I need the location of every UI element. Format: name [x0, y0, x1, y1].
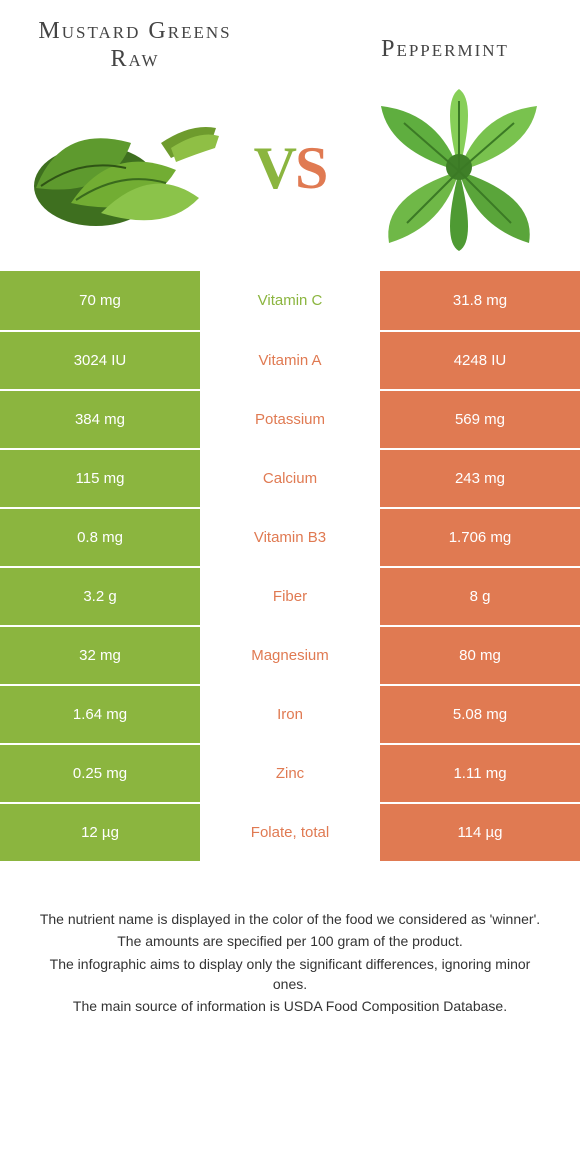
nutrient-label: Vitamin B3	[200, 509, 380, 566]
nutrient-label: Potassium	[200, 391, 380, 448]
left-value: 12 µg	[0, 804, 200, 861]
footer-line: The main source of information is USDA F…	[34, 996, 546, 1016]
left-value: 32 mg	[0, 627, 200, 684]
right-value: 1.706 mg	[380, 509, 580, 566]
left-value: 3024 IU	[0, 332, 200, 389]
nutrient-label: Vitamin C	[200, 271, 380, 330]
nutrient-label: Fiber	[200, 568, 380, 625]
table-row: 70 mgVitamin C31.8 mg	[0, 271, 580, 330]
header: Mustard Greens Raw Peppermint	[0, 0, 580, 73]
table-row: 32 mgMagnesium80 mg	[0, 625, 580, 684]
left-value: 0.25 mg	[0, 745, 200, 802]
nutrient-label: Magnesium	[200, 627, 380, 684]
right-value: 1.11 mg	[380, 745, 580, 802]
left-value: 3.2 g	[0, 568, 200, 625]
right-value: 243 mg	[380, 450, 580, 507]
left-food-title: Mustard Greens Raw	[20, 18, 250, 73]
right-value: 114 µg	[380, 804, 580, 861]
right-food-image	[354, 83, 564, 253]
mustard-greens-icon	[16, 83, 226, 253]
right-value: 31.8 mg	[380, 271, 580, 330]
right-value: 5.08 mg	[380, 686, 580, 743]
nutrient-label: Zinc	[200, 745, 380, 802]
vs-v: V	[254, 135, 295, 201]
footer-line: The amounts are specified per 100 gram o…	[34, 931, 546, 951]
table-row: 12 µgFolate, total114 µg	[0, 802, 580, 861]
nutrient-label: Vitamin A	[200, 332, 380, 389]
table-row: 0.25 mgZinc1.11 mg	[0, 743, 580, 802]
right-value: 8 g	[380, 568, 580, 625]
left-value: 70 mg	[0, 271, 200, 330]
table-row: 3024 IUVitamin A4248 IU	[0, 330, 580, 389]
table-row: 0.8 mgVitamin B31.706 mg	[0, 507, 580, 566]
table-row: 3.2 gFiber8 g	[0, 566, 580, 625]
left-value: 384 mg	[0, 391, 200, 448]
table-row: 384 mgPotassium569 mg	[0, 389, 580, 448]
left-value: 115 mg	[0, 450, 200, 507]
table-row: 1.64 mgIron5.08 mg	[0, 684, 580, 743]
left-value: 1.64 mg	[0, 686, 200, 743]
footer-notes: The nutrient name is displayed in the co…	[0, 861, 580, 1016]
left-value: 0.8 mg	[0, 509, 200, 566]
hero-row: VS	[0, 73, 580, 271]
nutrient-label: Calcium	[200, 450, 380, 507]
table-row: 115 mgCalcium243 mg	[0, 448, 580, 507]
nutrient-label: Iron	[200, 686, 380, 743]
right-value: 4248 IU	[380, 332, 580, 389]
right-value: 80 mg	[380, 627, 580, 684]
comparison-table: 70 mgVitamin C31.8 mg3024 IUVitamin A424…	[0, 271, 580, 861]
nutrient-label: Folate, total	[200, 804, 380, 861]
left-food-image	[16, 83, 226, 253]
vs-s: S	[295, 135, 326, 201]
right-food-title: Peppermint	[330, 18, 560, 73]
peppermint-icon	[354, 83, 564, 253]
footer-line: The nutrient name is displayed in the co…	[34, 909, 546, 929]
footer-line: The infographic aims to display only the…	[34, 954, 546, 995]
right-value: 569 mg	[380, 391, 580, 448]
vs-label: VS	[254, 134, 327, 203]
